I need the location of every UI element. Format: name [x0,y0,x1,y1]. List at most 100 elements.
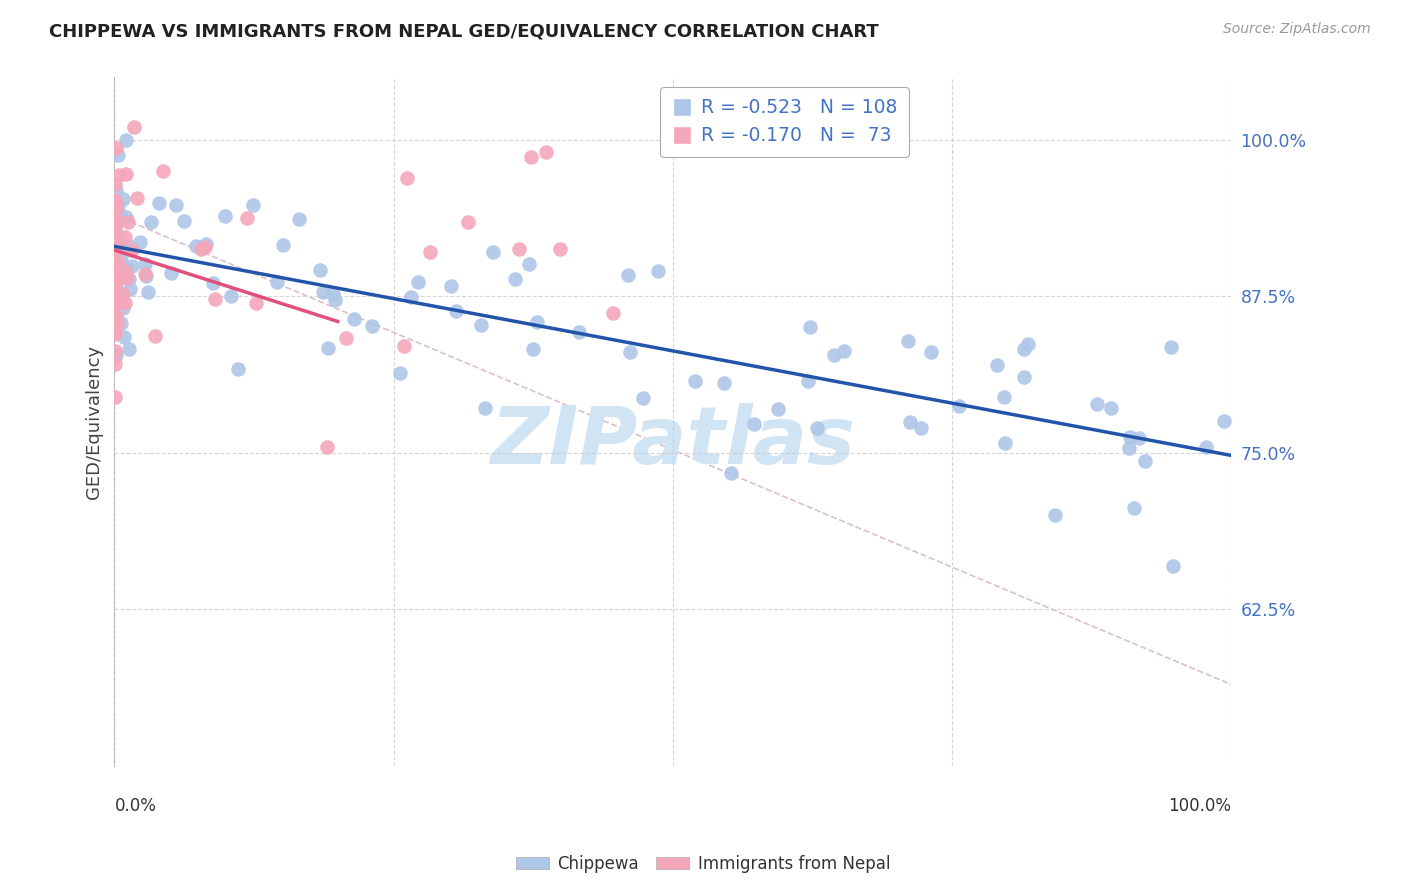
Point [720,467,742,481]
Point [114,296,136,310]
Point [104,202,127,217]
Point [173,213,195,227]
Point [190,242,212,256]
Point [104,273,127,287]
Point [823,348,845,362]
Point [104,343,127,358]
Point [104,232,127,246]
Point [121,259,143,273]
Point [316,341,339,355]
Point [107,207,129,221]
Point [806,421,828,435]
Point [104,286,127,301]
Point [323,293,346,307]
Point [322,287,344,301]
Point [104,210,127,224]
Point [104,313,127,327]
Point [104,270,127,285]
Point [134,257,156,271]
Point [1017,337,1039,351]
Point [110,239,132,253]
Point [104,307,127,321]
Point [107,256,129,270]
Point [1118,441,1140,455]
Point [104,347,127,361]
Point [107,268,129,283]
Point [104,282,127,296]
Point [986,358,1008,372]
Point [194,240,217,254]
Point [683,375,706,389]
Point [602,306,624,320]
Point [143,329,166,343]
Point [104,307,127,321]
Point [108,169,131,183]
Point [219,289,242,303]
Point [406,276,429,290]
Point [128,235,150,249]
Point [396,170,419,185]
Point [105,276,128,290]
Point [799,320,821,334]
Point [1012,369,1035,384]
Point [115,133,138,147]
Point [419,244,441,259]
Point [104,230,127,244]
Point [470,318,492,332]
Point [288,212,311,227]
Point [994,436,1017,450]
Point [508,242,530,256]
Point [104,236,127,251]
Point [104,203,127,218]
Point [713,376,735,390]
Point [121,243,143,257]
Point [115,271,138,285]
Point [117,215,139,229]
Point [1099,401,1122,416]
Text: 0.0%: 0.0% [114,797,156,814]
Point [503,271,526,285]
Point [520,150,543,164]
Point [1043,508,1066,523]
Point [104,249,127,263]
Point [631,391,654,405]
Point [105,195,128,210]
Point [112,192,135,206]
Point [107,199,129,213]
Point [245,295,267,310]
Point [104,219,127,234]
Point [343,311,366,326]
Point [105,293,128,308]
Point [647,264,669,278]
Point [194,236,217,251]
Point [105,183,128,197]
Point [796,374,818,388]
Point [112,329,135,343]
Text: ZIPatlas: ZIPatlas [491,403,855,481]
Point [1195,441,1218,455]
Point [104,390,127,404]
Point [389,367,412,381]
Point [104,277,127,291]
Point [910,421,932,435]
Point [266,276,288,290]
Point [107,235,129,250]
Point [104,242,127,256]
Legend: R = -0.523   N = 108, R = -0.170   N =  73: R = -0.523 N = 108, R = -0.170 N = 73 [659,87,908,157]
Point [118,282,141,296]
Point [392,339,415,353]
Point [920,344,942,359]
Point [1087,397,1109,411]
Point [534,145,557,159]
Point [104,193,127,207]
Y-axis label: GED/Equivalency: GED/Equivalency [86,344,103,499]
Point [567,325,589,339]
Point [1135,454,1157,468]
Point [316,440,339,454]
Point [111,301,134,315]
Point [127,191,149,205]
Point [104,235,127,249]
Point [104,254,127,268]
Point [136,285,159,299]
Point [105,252,128,266]
